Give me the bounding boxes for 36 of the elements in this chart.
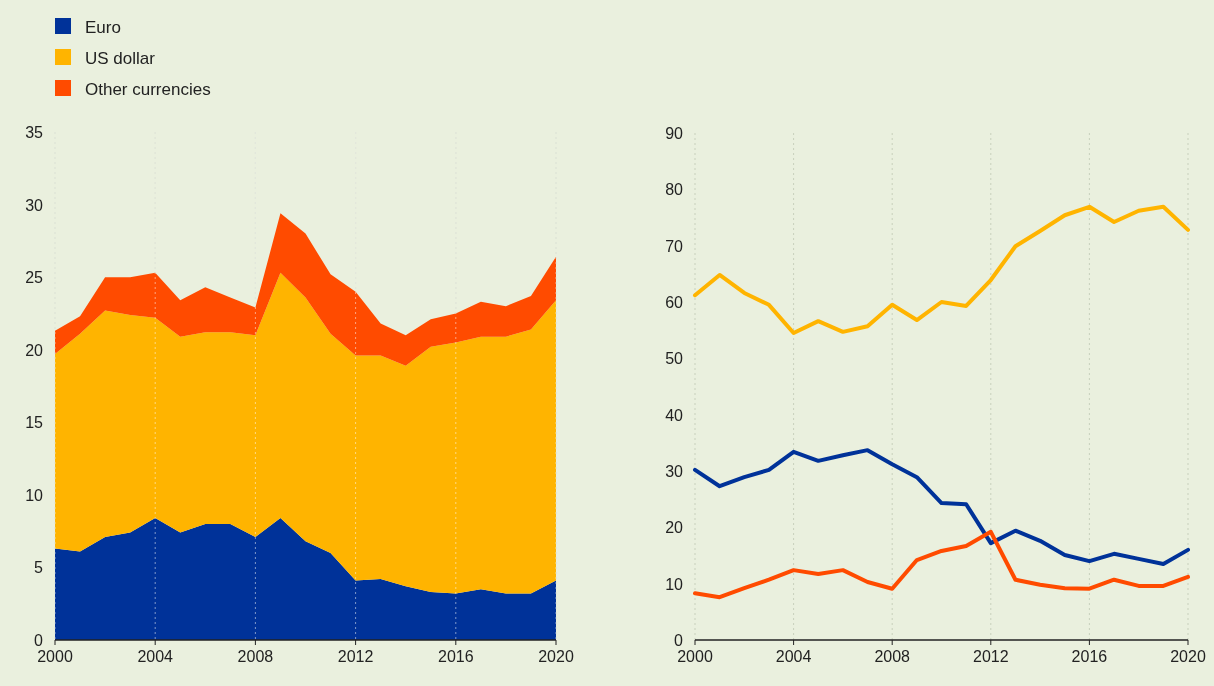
x-tick-label: 2012 [973,648,1009,665]
y-tick-label: 40 [665,406,684,424]
line-series [693,529,1190,600]
y-tick-label: 0 [674,632,684,649]
x-tick-label: 2016 [1071,648,1108,665]
x-tick-label: 2020 [1170,648,1206,665]
y-tick-label: 30 [25,196,44,214]
x-tick-label: 2016 [438,648,474,665]
y-tick-label: 20 [25,341,44,359]
x-tick-label: 2004 [775,648,812,665]
y-tick-label: 30 [665,463,684,480]
y-tick-label: 0 [34,632,44,649]
y-tick-label: 10 [25,486,44,504]
y-tick-label: 90 [665,125,684,142]
x-tick-label: 2020 [538,648,574,665]
x-tick-label: 2008 [237,648,274,665]
y-tick-label: 35 [25,124,44,141]
x-tick-label: 2000 [37,648,73,665]
x-tick-label: 2004 [137,648,174,665]
y-tick-label: 25 [25,269,44,287]
y-tick-label: 60 [665,294,684,311]
legend-label: Euro [85,18,121,37]
y-tick-label: 10 [665,575,684,593]
y-tick-label: 70 [665,237,684,255]
y-tick-label: 5 [34,559,44,577]
legend-label: US dollar [85,49,156,68]
y-tick-label: 20 [665,519,684,537]
x-tick-label: 2008 [874,648,911,665]
line-series [693,204,1190,335]
y-tick-label: 15 [25,414,44,432]
y-tick-label: 50 [665,350,684,368]
x-tick-label: 2000 [677,648,713,665]
line-series [693,448,1190,566]
x-tick-label: 2012 [337,648,374,665]
legend-label: Other currencies [85,80,211,99]
y-tick-label: 80 [665,181,684,199]
